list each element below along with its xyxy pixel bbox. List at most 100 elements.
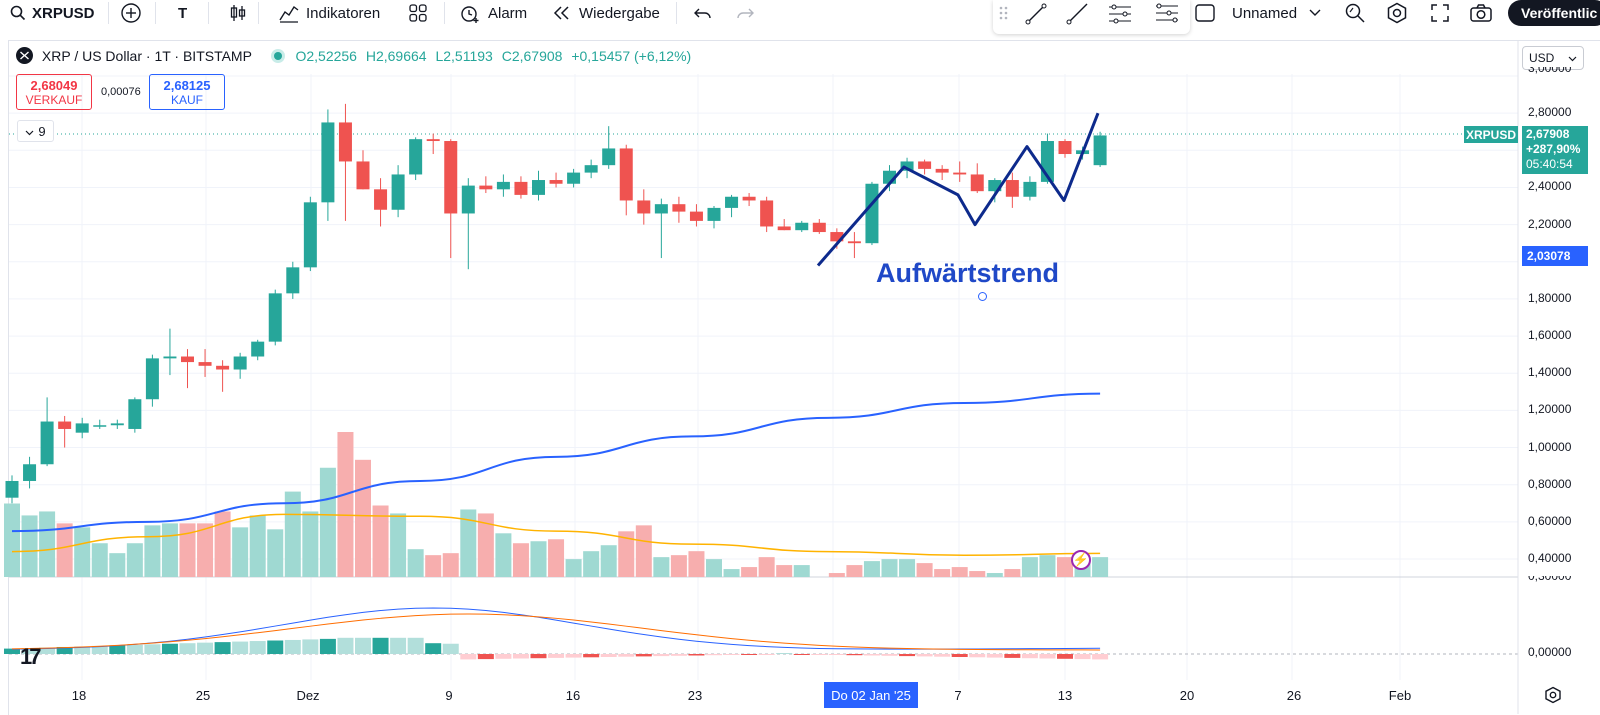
macd-histogram-bar xyxy=(583,654,600,658)
chevron-down-icon xyxy=(1309,9,1321,17)
macd-histogram-bar xyxy=(986,654,1003,658)
publish-button[interactable]: Veröffentlic xyxy=(1508,0,1600,26)
indicators-button[interactable]: Indikatoren xyxy=(278,0,380,26)
uptrend-drawing xyxy=(816,112,1100,267)
macd-histogram-bar xyxy=(899,654,916,657)
parallel-channel-icon[interactable] xyxy=(1108,3,1132,30)
snapshot-button[interactable] xyxy=(1469,0,1493,26)
macd-histogram-bar xyxy=(828,654,845,655)
candle-body xyxy=(1058,141,1072,155)
price-axis-label: 1,40000 xyxy=(1528,365,1572,380)
macd-histogram-bar xyxy=(74,646,91,654)
legend-title[interactable]: XRP / US Dollar · 1T · BITSTAMP xyxy=(41,48,252,64)
symbol-search-button[interactable]: XRPUSD xyxy=(10,0,95,26)
redo-button[interactable] xyxy=(735,0,755,26)
macd-histogram-bar xyxy=(1004,654,1021,658)
candle-body xyxy=(461,185,475,214)
fullscreen-button[interactable] xyxy=(1430,0,1450,26)
grid-icon xyxy=(408,3,428,23)
volume-bar xyxy=(916,563,933,577)
tradingview-logo[interactable]: 17 xyxy=(20,644,42,669)
macd-histogram-bar xyxy=(565,654,582,658)
volume-bar xyxy=(1092,557,1109,577)
replay-label: Wiedergabe xyxy=(579,4,660,22)
volume-bar xyxy=(793,565,810,577)
volume-bar xyxy=(846,565,863,577)
volume-bar xyxy=(723,569,740,577)
last-price-tag: 2,67908 +287,90% 05:40:54 xyxy=(1522,126,1588,174)
macd-histogram-bar xyxy=(214,642,231,654)
volume-bar xyxy=(267,529,284,577)
candle-body xyxy=(900,161,914,171)
quick-search-button[interactable] xyxy=(1344,0,1366,26)
templates-button[interactable] xyxy=(408,0,428,26)
candle-body xyxy=(988,180,1002,192)
macd-histogram-bar xyxy=(39,647,56,654)
candle-body xyxy=(847,241,861,244)
layout-checkbox[interactable] xyxy=(1194,0,1216,26)
trend-annotation[interactable]: Aufwärtstrend xyxy=(876,258,1060,288)
price-axis-label: 3,00000 xyxy=(1528,67,1572,75)
candle-body xyxy=(970,174,984,192)
volume-bar xyxy=(548,539,565,577)
trend-line-tool-icon[interactable] xyxy=(1025,3,1047,30)
candle-body xyxy=(391,174,405,210)
candle-body xyxy=(777,226,791,231)
candle-body xyxy=(233,356,247,370)
interval-button[interactable]: T xyxy=(178,4,188,22)
undo-button[interactable] xyxy=(693,0,713,26)
volume-bar xyxy=(144,525,161,577)
alert-lightning-icon[interactable]: ⚡ xyxy=(1071,550,1091,570)
macd-histogram-bar xyxy=(916,654,933,657)
plus-circle-icon xyxy=(120,2,142,24)
layout-menu-button[interactable]: Unnamed xyxy=(1232,0,1321,26)
moving-average-fast xyxy=(11,513,1101,557)
volume-bar xyxy=(390,513,407,577)
candle-body xyxy=(338,122,352,162)
price-axis-label: 0,40000 xyxy=(1528,551,1572,565)
volume-bar xyxy=(1004,569,1021,577)
candle-body xyxy=(145,358,159,400)
fib-retracement-icon[interactable] xyxy=(1155,3,1179,30)
candle-body xyxy=(865,183,879,244)
candle-body xyxy=(619,148,633,201)
settings-button[interactable] xyxy=(1386,0,1408,26)
candle-body xyxy=(1005,180,1019,197)
search-icon xyxy=(10,5,26,21)
annotation-anchor-handle[interactable] xyxy=(978,292,987,301)
buy-button[interactable]: 2,68125 KAUF xyxy=(149,74,225,110)
sell-button[interactable]: 2,68049 VERKAUF xyxy=(16,74,92,110)
candle-body xyxy=(251,341,265,357)
volume-bar xyxy=(600,545,617,577)
last-price: 2,67908 xyxy=(1526,127,1570,141)
volume-bar xyxy=(197,523,214,577)
chart-type-button[interactable] xyxy=(228,0,248,26)
macd-histogram-bar xyxy=(951,654,968,657)
ray-tool-icon[interactable] xyxy=(1066,3,1088,30)
macd-histogram-bar xyxy=(1039,654,1056,659)
drag-handle-icon[interactable] xyxy=(999,6,1009,27)
volume-bar xyxy=(109,553,126,577)
alert-button[interactable]: Alarm xyxy=(459,0,527,26)
candle-body xyxy=(1023,181,1037,197)
candle-body xyxy=(953,172,967,175)
macd-histogram-bar xyxy=(1074,654,1091,660)
buy-label: KAUF xyxy=(170,93,203,107)
candle-body xyxy=(321,122,335,203)
last-change-pct: +287,90% xyxy=(1526,142,1581,156)
axis-settings-icon[interactable] xyxy=(1544,686,1562,709)
price-axis-label: 1,20000 xyxy=(1528,402,1572,417)
macd-histogram-bar xyxy=(284,639,301,654)
chart-pane[interactable] xyxy=(8,40,1600,715)
indicator-collapse-button[interactable]: 9 xyxy=(17,120,54,142)
replay-button[interactable]: Wiedergabe xyxy=(552,0,660,26)
macd-histogram-bar xyxy=(512,654,529,659)
price-axis-label: 2,20000 xyxy=(1528,216,1572,231)
currency-select[interactable]: USD xyxy=(1522,46,1584,70)
compare-symbol-button[interactable] xyxy=(120,0,142,26)
legend-close: C2,67908 xyxy=(501,48,563,64)
macd-histogram-bar xyxy=(863,654,880,656)
camera-icon xyxy=(1469,3,1493,23)
macd-histogram-bar xyxy=(109,645,126,654)
volume-bar xyxy=(934,569,951,577)
